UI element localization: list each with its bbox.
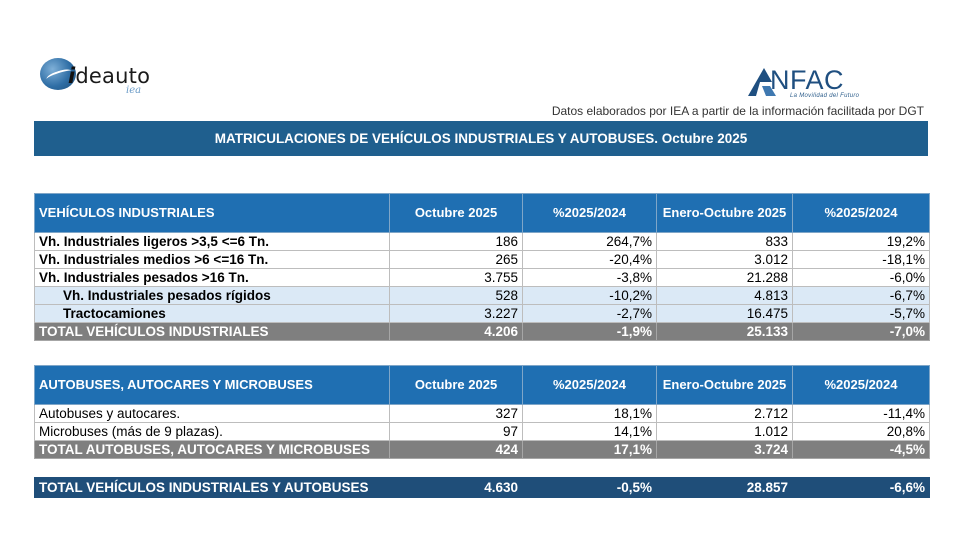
row-label: Tractocamiones: [34, 304, 390, 323]
table-header-row: AUTOBUSES, AUTOCARES Y MICROBUSES Octubr…: [34, 365, 930, 405]
header-label: VEHÍCULOS INDUSTRIALES: [34, 193, 390, 233]
row-month: 97: [389, 422, 523, 441]
row-ytd: 3.012: [656, 250, 793, 269]
header-month-pct: %2025/2024: [522, 193, 657, 233]
row-ytd-pct: 20,8%: [792, 422, 930, 441]
grand-total-month: 4.630: [389, 477, 523, 498]
row-label: Autobuses y autocares.: [34, 404, 390, 423]
row-ytd-pct: 19,2%: [792, 232, 930, 251]
row-ytd: 4.813: [656, 286, 793, 305]
total-ytd: 3.724: [656, 440, 793, 459]
row-ytd: 16.475: [656, 304, 793, 323]
table-row-sub: Tractocamiones 3.227 -2,7% 16.475 -5,7%: [34, 304, 930, 323]
row-month-pct: -3,8%: [522, 268, 657, 287]
total-month: 424: [389, 440, 523, 459]
total-ytd-pct: -7,0%: [792, 322, 930, 341]
grand-total-ytd: 28.857: [656, 477, 793, 498]
total-ytd: 25.133: [656, 322, 793, 341]
row-ytd-pct: -5,7%: [792, 304, 930, 323]
row-label: Vh. Industriales ligeros >3,5 <=6 Tn.: [34, 232, 390, 251]
table-row: Vh. Industriales pesados >16 Tn. 3.755 -…: [34, 268, 930, 287]
row-month-pct: -2,7%: [522, 304, 657, 323]
ideauto-logo: ideauto iea: [40, 56, 180, 98]
row-ytd-pct: -11,4%: [792, 404, 930, 423]
row-ytd-pct: -6,0%: [792, 268, 930, 287]
row-ytd: 21.288: [656, 268, 793, 287]
anfac-wordmark: NFAC: [770, 65, 845, 95]
buses-table: AUTOBUSES, AUTOCARES Y MICROBUSES Octubr…: [34, 365, 930, 459]
grand-total-month-pct: -0,5%: [522, 477, 657, 498]
anfac-logo: NFAC La Movilidad del Futuro: [746, 64, 886, 102]
table-row: Vh. Industriales ligeros >3,5 <=6 Tn. 18…: [34, 232, 930, 251]
row-month-pct: 264,7%: [522, 232, 657, 251]
table-header-row: VEHÍCULOS INDUSTRIALES Octubre 2025 %202…: [34, 193, 930, 233]
table-row: Vh. Industriales medios >6 <=16 Tn. 265 …: [34, 250, 930, 269]
grand-total-label: TOTAL VEHÍCULOS INDUSTRIALES Y AUTOBUSES: [34, 477, 390, 498]
header-month: Octubre 2025: [389, 193, 523, 233]
table-row-sub: Vh. Industriales pesados rígidos 528 -10…: [34, 286, 930, 305]
row-ytd-pct: -18,1%: [792, 250, 930, 269]
row-month: 186: [389, 232, 523, 251]
total-month-pct: 17,1%: [522, 440, 657, 459]
row-month-pct: -10,2%: [522, 286, 657, 305]
row-label: Vh. Industriales pesados >16 Tn.: [34, 268, 390, 287]
row-label: Microbuses (más de 9 plazas).: [34, 422, 390, 441]
total-label: TOTAL VEHÍCULOS INDUSTRIALES: [34, 322, 390, 341]
row-month-pct: -20,4%: [522, 250, 657, 269]
table-total-row: TOTAL VEHÍCULOS INDUSTRIALES 4.206 -1,9%…: [34, 322, 930, 341]
row-month: 3.755: [389, 268, 523, 287]
row-ytd-pct: -6,7%: [792, 286, 930, 305]
source-note: Datos elaborados por IEA a partir de la …: [551, 104, 924, 118]
table-row: Autobuses y autocares. 327 18,1% 2.712 -…: [34, 404, 930, 423]
header-ytd-pct: %2025/2024: [792, 365, 930, 405]
row-month: 528: [389, 286, 523, 305]
ideauto-wordmark: ideauto: [68, 64, 151, 88]
table-total-row: TOTAL AUTOBUSES, AUTOCARES Y MICROBUSES …: [34, 440, 930, 459]
row-month-pct: 18,1%: [522, 404, 657, 423]
grand-total-row: TOTAL VEHÍCULOS INDUSTRIALES Y AUTOBUSES…: [34, 477, 930, 498]
total-month-pct: -1,9%: [522, 322, 657, 341]
anfac-triangle-icon: [748, 68, 776, 96]
table-row: Microbuses (más de 9 plazas). 97 14,1% 1…: [34, 422, 930, 441]
header-month-pct: %2025/2024: [522, 365, 657, 405]
grand-total-ytd-pct: -6,6%: [792, 477, 930, 498]
row-label: Vh. Industriales pesados rígidos: [34, 286, 390, 305]
row-ytd: 2.712: [656, 404, 793, 423]
header-month: Octubre 2025: [389, 365, 523, 405]
row-month: 3.227: [389, 304, 523, 323]
anfac-tagline: La Movilidad del Futuro: [790, 93, 860, 99]
header-label: AUTOBUSES, AUTOCARES Y MICROBUSES: [34, 365, 390, 405]
total-ytd-pct: -4,5%: [792, 440, 930, 459]
industrial-vehicles-table: VEHÍCULOS INDUSTRIALES Octubre 2025 %202…: [34, 193, 930, 341]
header-ytd: Enero-Octubre 2025: [656, 365, 793, 405]
row-ytd: 833: [656, 232, 793, 251]
row-label: Vh. Industriales medios >6 <=16 Tn.: [34, 250, 390, 269]
row-ytd: 1.012: [656, 422, 793, 441]
row-month: 327: [389, 404, 523, 423]
row-month-pct: 14,1%: [522, 422, 657, 441]
header-ytd: Enero-Octubre 2025: [656, 193, 793, 233]
total-label: TOTAL AUTOBUSES, AUTOCARES Y MICROBUSES: [34, 440, 390, 459]
header-ytd-pct: %2025/2024: [792, 193, 930, 233]
ideauto-subtext: iea: [126, 85, 142, 96]
grand-total-table: TOTAL VEHÍCULOS INDUSTRIALES Y AUTOBUSES…: [34, 477, 930, 498]
globe-icon: [40, 58, 76, 90]
total-month: 4.206: [389, 322, 523, 341]
page-title: MATRICULACIONES DE VEHÍCULOS INDUSTRIALE…: [34, 121, 928, 156]
row-month: 265: [389, 250, 523, 269]
